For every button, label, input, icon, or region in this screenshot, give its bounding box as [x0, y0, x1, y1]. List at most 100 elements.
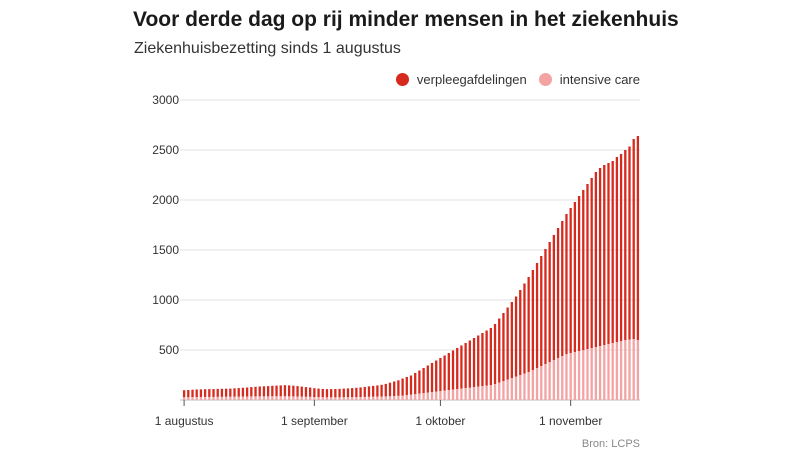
bar-verpleegafdelingen: [527, 277, 530, 372]
bar-verpleegafdelingen: [573, 202, 577, 352]
bar-intensive-care: [388, 396, 392, 400]
bar-intensive-care: [519, 375, 522, 400]
bar-intensive-care: [233, 396, 236, 400]
bar-verpleegafdelingen: [636, 136, 640, 340]
bar-intensive-care: [405, 395, 408, 400]
bar-verpleegafdelingen: [241, 387, 245, 397]
bar-intensive-care: [208, 396, 211, 400]
bar-verpleegafdelingen: [443, 355, 446, 391]
bar-verpleegafdelingen: [393, 381, 396, 396]
bar-intensive-care: [607, 344, 610, 400]
bar-verpleegafdelingen: [359, 387, 362, 397]
legend-label-verpleegafdelingen: verpleegafdelingen: [416, 72, 527, 87]
y-tick-label: 2000: [152, 193, 179, 207]
bar-intensive-care: [309, 396, 312, 400]
bar-verpleegafdelingen: [628, 146, 631, 340]
bar-intensive-care: [254, 396, 257, 400]
bar-intensive-care: [447, 390, 450, 400]
bar-verpleegafdelingen: [321, 388, 324, 398]
bar-verpleegafdelingen: [233, 388, 236, 397]
bar-verpleegafdelingen: [519, 290, 522, 375]
bar-verpleegafdelingen: [304, 387, 308, 397]
bar-intensive-care: [224, 396, 228, 400]
bar-intensive-care: [523, 373, 526, 400]
bar-verpleegafdelingen: [531, 270, 535, 370]
bar-intensive-care: [414, 394, 417, 400]
bar-intensive-care: [477, 386, 480, 400]
bar-verpleegafdelingen: [502, 313, 505, 381]
bar-verpleegafdelingen: [464, 343, 467, 388]
bar-verpleegafdelingen: [300, 386, 303, 397]
bar-intensive-care: [435, 391, 438, 400]
bar-verpleegafdelingen: [481, 333, 484, 386]
bar-verpleegafdelingen: [624, 150, 627, 340]
bar-intensive-care: [472, 387, 476, 400]
bar-intensive-care: [577, 351, 581, 400]
bar-verpleegafdelingen: [485, 330, 488, 386]
bar-intensive-care: [510, 378, 513, 400]
bar-intensive-care: [561, 356, 564, 400]
bar-verpleegafdelingen: [216, 388, 219, 397]
bar-verpleegafdelingen: [338, 388, 341, 398]
bar-verpleegafdelingen: [577, 196, 581, 351]
y-tick-label: 500: [159, 343, 179, 357]
bar-intensive-care: [556, 358, 560, 400]
bar-verpleegafdelingen: [191, 389, 194, 398]
bar-verpleegafdelingen: [309, 387, 312, 397]
bar-verpleegafdelingen: [287, 385, 291, 397]
bar-verpleegafdelingen: [615, 157, 619, 342]
bar-intensive-care: [418, 393, 421, 400]
bar-intensive-care: [258, 396, 261, 400]
bar-intensive-care: [443, 390, 446, 400]
bar-verpleegafdelingen: [317, 388, 320, 398]
bar-intensive-care: [191, 397, 194, 400]
bar-intensive-care: [514, 376, 518, 400]
bar-verpleegafdelingen: [266, 386, 270, 397]
bar-verpleegafdelingen: [279, 385, 282, 397]
bar-intensive-care: [363, 396, 366, 400]
bar-intensive-care: [439, 391, 442, 400]
bar-intensive-care: [187, 397, 190, 400]
bar-intensive-care: [540, 366, 543, 400]
bar-intensive-care: [384, 396, 387, 400]
bar-verpleegafdelingen: [229, 388, 232, 397]
bar-intensive-care: [283, 396, 287, 400]
bar-intensive-care: [451, 389, 455, 400]
bar-verpleegafdelingen: [451, 350, 455, 390]
bar-intensive-care: [279, 396, 282, 400]
bar-intensive-care: [569, 353, 572, 400]
bar-intensive-care: [292, 396, 295, 400]
bar-verpleegafdelingen: [292, 385, 295, 397]
bar-verpleegafdelingen: [275, 385, 278, 397]
bar-intensive-care: [628, 339, 631, 400]
bar-verpleegafdelingen: [548, 242, 551, 362]
bar-intensive-care: [489, 385, 492, 400]
bar-intensive-care: [636, 340, 640, 400]
bar-intensive-care: [615, 342, 619, 400]
bar-intensive-care: [212, 396, 215, 400]
bar-intensive-care: [506, 379, 509, 400]
bar-intensive-care: [409, 394, 413, 400]
bar-intensive-care: [460, 388, 463, 400]
bar-verpleegafdelingen: [422, 368, 425, 393]
bar-verpleegafdelingen: [561, 221, 564, 356]
bar-intensive-care: [262, 396, 266, 400]
bar-verpleegafdelingen: [330, 389, 333, 398]
bar-verpleegafdelingen: [535, 263, 539, 368]
bar-verpleegafdelingen: [430, 363, 434, 392]
bar-verpleegafdelingen: [296, 386, 299, 397]
bar-verpleegafdelingen: [237, 388, 240, 397]
y-tick-label: 1000: [152, 293, 179, 307]
bar-intensive-care: [199, 397, 203, 400]
bar-verpleegafdelingen: [325, 389, 329, 398]
bar-intensive-care: [456, 389, 459, 400]
chart-subtitle: Ziekenhuisbezetting sinds 1 augustus: [134, 40, 401, 57]
legend-swatch-verpleegafdelingen: [395, 73, 409, 86]
bar-verpleegafdelingen: [397, 380, 400, 396]
bar-verpleegafdelingen: [468, 340, 471, 388]
bar-intensive-care: [498, 382, 501, 400]
bar-verpleegafdelingen: [607, 163, 610, 344]
bar-verpleegafdelingen: [569, 208, 572, 353]
bar-verpleegafdelingen: [220, 388, 224, 397]
